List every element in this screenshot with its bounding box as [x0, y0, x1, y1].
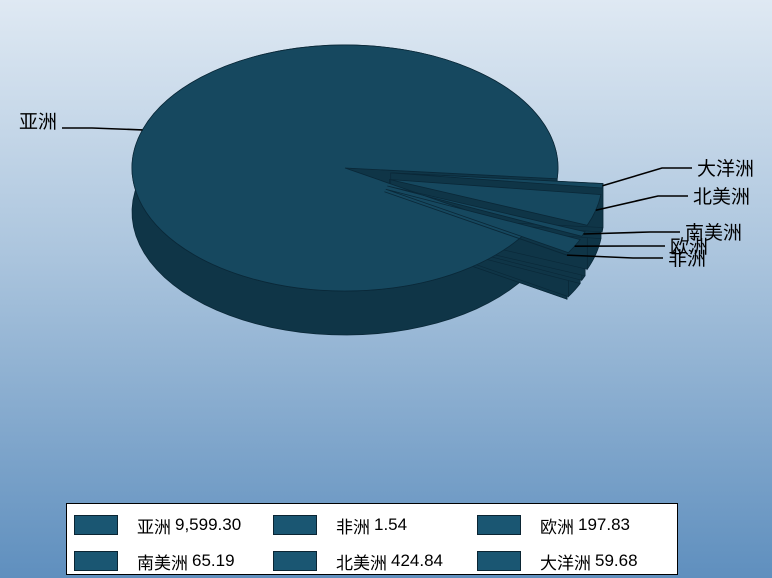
legend-value: 59.68 [595, 551, 638, 570]
legend-label: 南美洲 [137, 553, 188, 574]
legend-label: 大洋洲 [540, 553, 591, 574]
pie-slice-4 [389, 179, 602, 226]
callout-label-2: 欧洲 [670, 236, 708, 258]
callout-label-5: 大洋洲 [697, 158, 754, 180]
legend-value: 1.54 [374, 515, 408, 534]
legend-swatch [477, 515, 521, 535]
pie-slice-0 [131, 44, 559, 292]
legend-value: 65.19 [192, 551, 235, 570]
legend-item: 非洲 1.54 [273, 512, 407, 538]
callout-line-5 [602, 167, 692, 187]
callout-label-0: 亚洲 [19, 111, 57, 133]
legend-swatch [273, 515, 317, 535]
callout-label-4: 北美洲 [693, 186, 750, 208]
legend-label: 非洲 [336, 517, 370, 538]
legend-label: 亚洲 [137, 517, 171, 538]
legend-value: 424.84 [391, 551, 443, 570]
pie-slice-3 [387, 185, 586, 237]
legend-item: 大洋洲 59.68 [477, 548, 638, 574]
legend-swatch [477, 551, 521, 571]
legend-item: 南美洲 65.19 [74, 548, 235, 574]
legend-item: 亚洲 9,599.30 [74, 512, 241, 538]
callout-line-0 [62, 127, 143, 131]
legend-label: 北美洲 [336, 553, 387, 574]
callout-label-1: 非洲 [668, 248, 706, 270]
callout-line-1 [566, 254, 663, 259]
legend-item: 北美洲 424.84 [273, 548, 443, 574]
legend-swatch [74, 551, 118, 571]
legend-value: 9,599.30 [175, 515, 242, 534]
legend-item: 欧洲 197.83 [477, 512, 630, 538]
callout-line-3 [583, 231, 680, 235]
callout-line-4 [595, 195, 688, 211]
legend-value: 197.83 [578, 515, 630, 534]
legend: 亚洲 9,599.30 非洲 1.54 欧洲 197.83 南美洲 65.19 北美洲 424.8… [66, 503, 678, 575]
legend-label: 欧洲 [540, 517, 574, 538]
legend-swatch [74, 515, 118, 535]
callout-label-3: 南美洲 [685, 222, 742, 244]
legend-swatch [273, 551, 317, 571]
